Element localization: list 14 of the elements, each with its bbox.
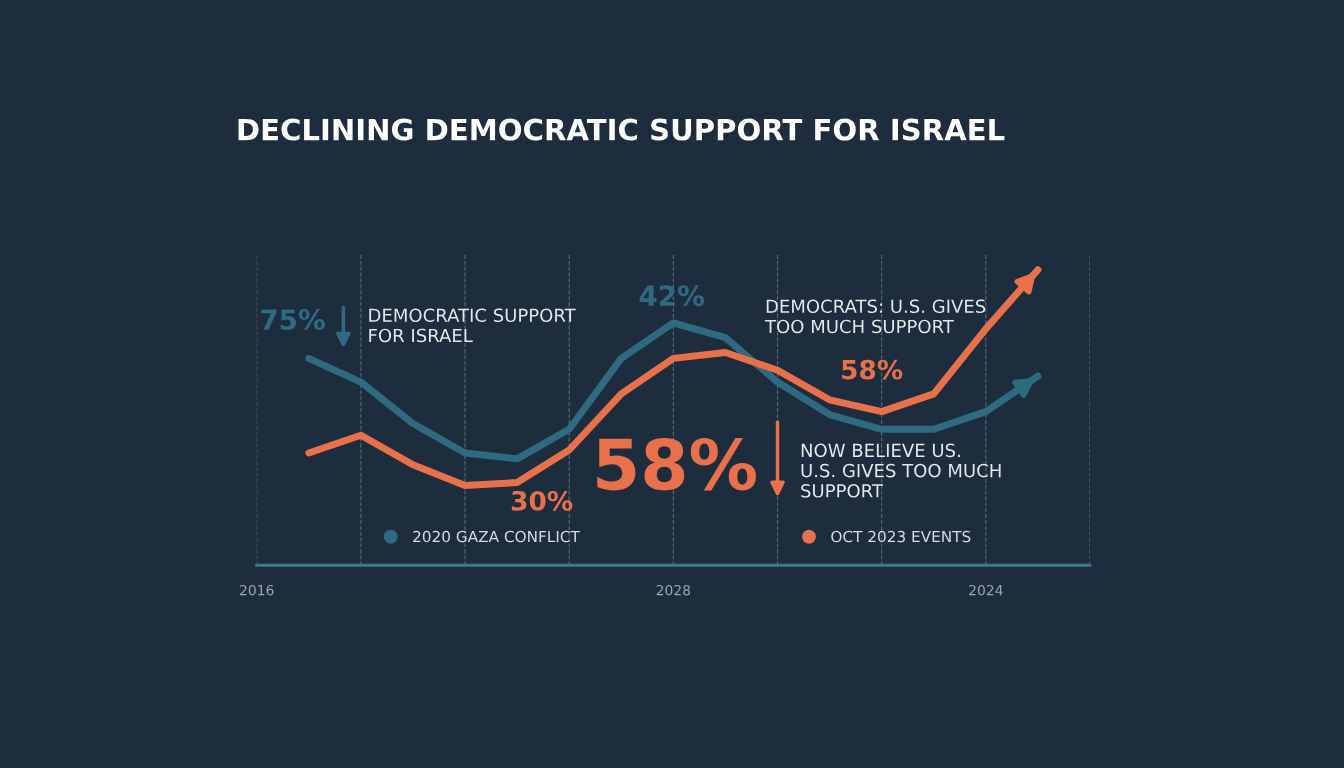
legend-label: 2020 GAZA CONFLICT [413, 530, 580, 543]
x-tick-label: 2016 [240, 584, 274, 596]
x-tick-label: 2024 [969, 584, 1003, 596]
annotation: 58% [597, 437, 756, 491]
annotation: 30% [511, 490, 573, 511]
x-tick-label: 2028 [656, 584, 691, 596]
annotation: 42% [639, 285, 705, 307]
annotation: DEMOCRATS: U.S. GIVES TOO MUCH SUPPORT [764, 299, 986, 334]
legend-label: OCT 2023 EVENTS [831, 530, 971, 543]
annotation: DEMOCRATIC SUPPORT FOR ISRAEL [369, 308, 576, 343]
annotation: NOW BELIEVE US. U.S. GIVES TOO MUCH SUPPORT [801, 443, 1001, 498]
annotation: 75% [261, 309, 325, 331]
chart-title: DECLINING DEMOCRATIC SUPPORT FOR ISRAEL [238, 118, 1005, 141]
annotation: 58% [842, 359, 903, 380]
